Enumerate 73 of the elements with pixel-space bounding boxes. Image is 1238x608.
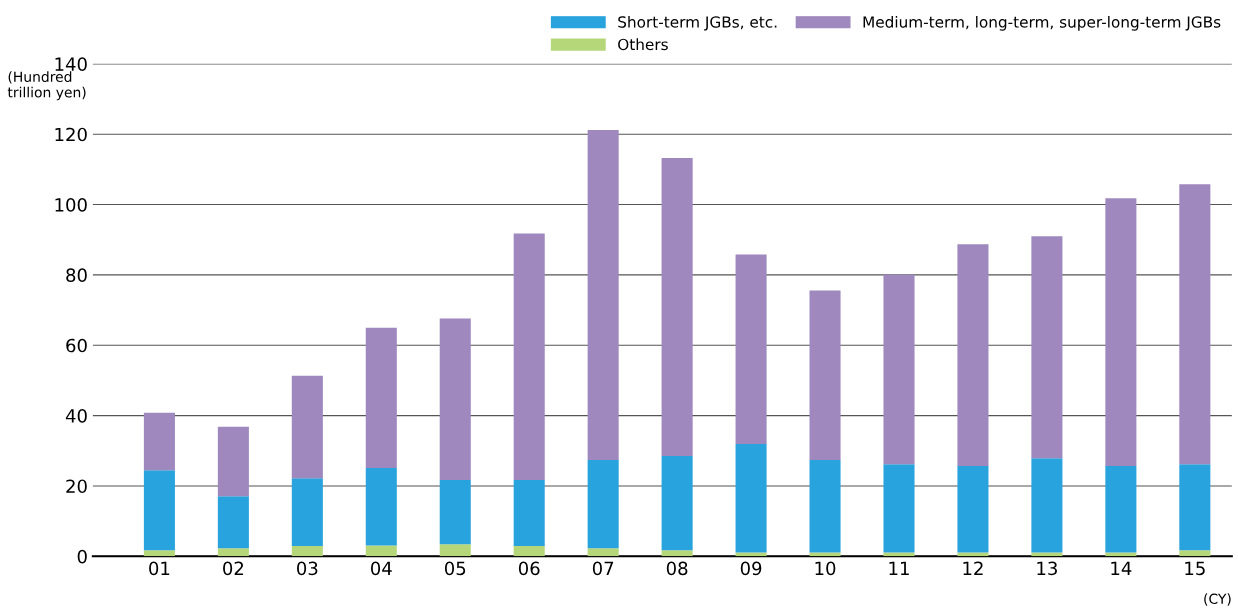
bar [365, 545, 397, 557]
bar [1105, 198, 1137, 466]
bar [587, 548, 619, 557]
bar [587, 459, 619, 549]
bar [291, 478, 323, 547]
x-axis-title: (CY) [1204, 593, 1231, 606]
bar [957, 244, 989, 466]
bar [365, 327, 397, 469]
x-tick-label: 03 [297, 561, 318, 576]
y-tick-label: 80 [66, 268, 87, 283]
x-tick-label: 02 [223, 561, 244, 576]
bar [291, 375, 323, 479]
y-tick-label: 60 [66, 338, 87, 353]
bar [513, 546, 545, 557]
bar [809, 552, 841, 557]
bar [217, 426, 249, 497]
bar [365, 468, 397, 546]
bar [735, 552, 767, 557]
bar [1179, 464, 1211, 551]
x-tick-label: 12 [963, 561, 983, 575]
x-tick-label: 07 [592, 561, 614, 576]
bar [291, 546, 323, 557]
x-tick-label: 13 [1037, 561, 1057, 576]
bar [1105, 552, 1137, 557]
bar [439, 479, 471, 545]
bar [1031, 236, 1063, 459]
x-tick-label: 15 [1185, 561, 1205, 576]
y-axis-title: (Hundred trillion yen) [7, 71, 86, 101]
x-tick-label: 05 [444, 561, 466, 576]
x-tick-label: 08 [666, 561, 688, 576]
bar [735, 444, 767, 553]
y-tick-label: 100 [55, 198, 87, 212]
x-tick-label: 11 [889, 561, 909, 575]
x-tick-label: 04 [370, 561, 392, 576]
bar [809, 459, 841, 553]
bar [883, 274, 915, 465]
bar [809, 290, 841, 460]
y-tick-label: 40 [65, 409, 87, 423]
bar [143, 412, 175, 471]
bar [883, 552, 915, 557]
bar [217, 548, 249, 557]
bar [661, 158, 693, 457]
bar [883, 464, 915, 553]
bar [661, 456, 693, 551]
x-tick-label: 14 [1111, 561, 1132, 575]
x-tick-label: 09 [740, 561, 762, 576]
y-tick-label: 120 [55, 127, 87, 142]
y-tick-label: 140 [55, 57, 87, 71]
bar [1031, 552, 1063, 557]
x-tick-label: 06 [518, 561, 540, 576]
bar [957, 552, 989, 557]
bar [1031, 458, 1063, 553]
legend-label: Others [618, 38, 668, 51]
bar [587, 129, 619, 460]
bar [439, 318, 471, 480]
bar [1105, 465, 1137, 553]
legend-label: Short-term JGBs, etc. [618, 15, 777, 31]
bar [1179, 550, 1211, 557]
bar [439, 544, 471, 557]
bar [957, 465, 989, 553]
x-tick-label: 01 [149, 561, 170, 576]
y-tick-label: 20 [66, 479, 87, 494]
bar [661, 550, 693, 557]
legend-label: Medium-term, long-term, super-long-term JGBs [863, 15, 1221, 31]
bar [217, 496, 249, 549]
bar [513, 233, 545, 480]
bar [143, 550, 175, 557]
y-tick-label: 0 [77, 549, 87, 564]
bar [1179, 184, 1211, 465]
bar [735, 254, 767, 445]
bar [143, 470, 175, 551]
x-tick-label: 10 [815, 561, 836, 576]
bar [513, 479, 545, 547]
